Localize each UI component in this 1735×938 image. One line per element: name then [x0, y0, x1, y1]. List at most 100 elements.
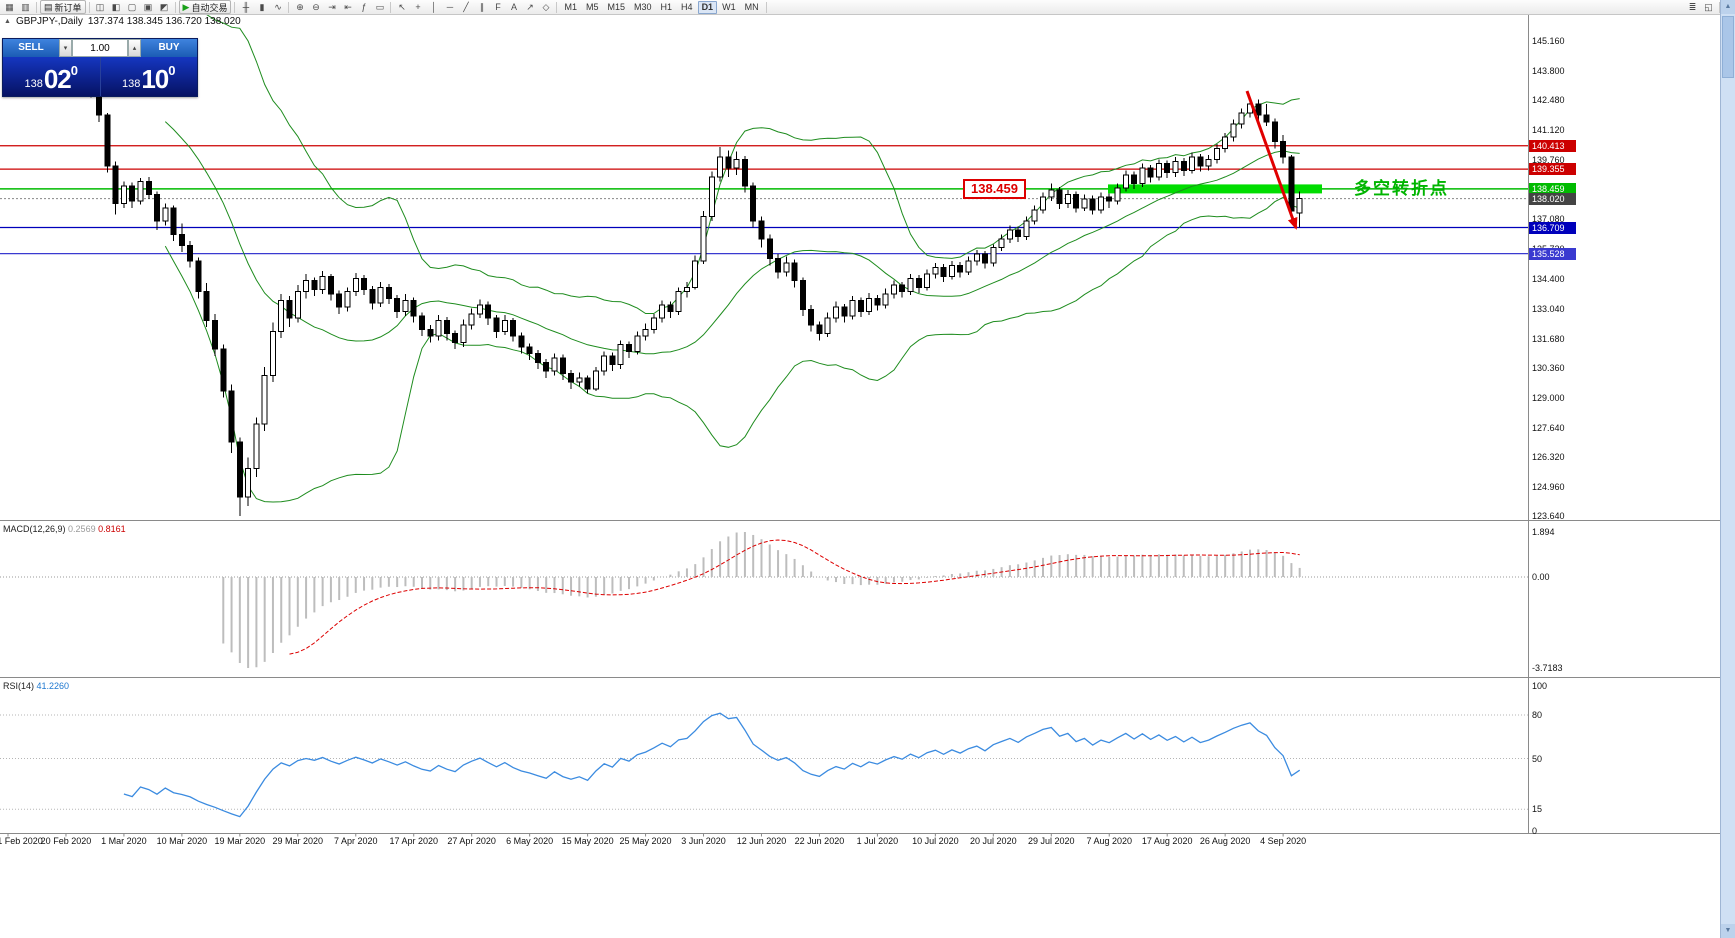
timeframe-m5[interactable]: M5: [585, 1, 599, 12]
buy-button[interactable]: BUY: [141, 39, 197, 57]
toolbar-separator: [88, 1, 90, 13]
chart-ohlc: 137.374 138.345 136.720 138.020: [87, 16, 241, 27]
crosshair-icon[interactable]: +: [415, 2, 421, 12]
auto-scroll-icon[interactable]: ⇥: [328, 2, 336, 12]
axis-date-label: 15 May 2020: [561, 836, 614, 846]
rsi-scale-label: 80: [1532, 710, 1543, 720]
turning-point-note[interactable]: 多空转折点: [1354, 179, 1449, 198]
bar-chart-icon[interactable]: ╫: [242, 2, 250, 12]
axis-price-label: 126.320: [1532, 451, 1565, 462]
axis-date-label: 26 Aug 2020: [1199, 836, 1251, 846]
sell-price-big: 02: [43, 64, 72, 94]
rsi-title: RSI(14) 41.2260: [3, 681, 69, 691]
rsi-indicator: [0, 712, 1528, 818]
sell-button[interactable]: SELL: [3, 39, 59, 57]
toolbar-separator: [556, 1, 558, 13]
templates-icon[interactable]: ▭: [375, 2, 385, 12]
bollinger-bands: [164, 14, 1300, 503]
axis-date-label: 1 Feb 2020: [0, 836, 43, 846]
axis-price-label: 134.400: [1532, 273, 1565, 284]
sell-price-sup: 0: [70, 63, 78, 78]
rsi-name: RSI(14): [3, 681, 35, 691]
zoom-in-icon[interactable]: ⊕: [296, 2, 304, 12]
autotrade-button-label: 自动交易: [191, 2, 228, 13]
support-band[interactable]: [1108, 184, 1322, 194]
down-trend-arrow[interactable]: [1245, 90, 1298, 230]
toolbar-separator: [765, 1, 767, 13]
vertical-line-icon[interactable]: │: [431, 2, 437, 12]
terminal-icon[interactable]: ▣: [143, 2, 153, 12]
axis-date-label: 17 Aug 2020: [1141, 836, 1193, 846]
scroll-down-button[interactable]: ▼: [1721, 924, 1735, 938]
price-tag: 138.020: [1529, 192, 1576, 205]
horizontal-line-icon[interactable]: ─: [446, 2, 454, 12]
volume-input[interactable]: [72, 39, 128, 57]
strategy-tester-icon[interactable]: ◩: [159, 2, 169, 12]
axis-date-label: 10 Mar 2020: [156, 836, 208, 846]
line-chart-icon[interactable]: ∿: [274, 2, 282, 12]
autotrade-button[interactable]: ▶ 自动交易: [178, 0, 232, 14]
buy-price-prefix: 138: [121, 78, 141, 90]
toolbar-separator: [234, 1, 236, 13]
macd-scale-label: -3.7183: [1532, 663, 1563, 673]
vertical-scrollbar[interactable]: ▲ ▼: [1720, 0, 1735, 938]
axis-price-label: 131.680: [1532, 333, 1565, 344]
axis-price-label: 145.160: [1532, 36, 1565, 46]
rsi-value: 41.2260: [36, 681, 70, 691]
volume-increase-button[interactable]: ▴: [128, 39, 141, 57]
data-window-icon[interactable]: ◧: [111, 2, 121, 12]
timeframe-h4[interactable]: H4: [681, 1, 693, 12]
volume-decrease-button[interactable]: ▾: [59, 39, 72, 57]
chart-shift-icon[interactable]: ⇤: [344, 2, 352, 12]
scroll-up-button[interactable]: ▲: [1721, 0, 1735, 14]
text-label-icon[interactable]: A: [510, 2, 517, 12]
timeframe-d1[interactable]: D1: [697, 0, 718, 14]
timeframe-w1[interactable]: W1: [722, 1, 736, 12]
timeframe-m30[interactable]: M30: [634, 1, 652, 12]
rsi-scale-label: 0: [1532, 826, 1538, 836]
cursor-icon[interactable]: ↖: [398, 2, 406, 12]
zoom-out-icon[interactable]: ⊖: [312, 2, 320, 12]
new-order-button[interactable]: ▤ 新订单: [40, 0, 86, 14]
sell-price[interactable]: 138 02 0: [3, 57, 100, 96]
chevron-down-icon: ▾: [63, 45, 68, 52]
shapes-icon[interactable]: ◇: [542, 2, 550, 12]
timeframe-m15[interactable]: M15: [607, 1, 626, 12]
chart-profiles-icon[interactable]: ▥: [21, 2, 30, 12]
symbol-marker-icon: ▲: [4, 18, 11, 25]
indicators-icon[interactable]: ƒ: [361, 2, 367, 12]
timeframe-h1[interactable]: H1: [660, 1, 673, 12]
new-order-icon: ▤: [44, 1, 53, 12]
buy-price[interactable]: 138 10 0: [99, 57, 198, 96]
timeframe-m1[interactable]: M1: [564, 1, 577, 12]
fibonacci-icon[interactable]: F: [495, 2, 501, 12]
axis-date-label: 10 Jul 2020: [912, 836, 959, 846]
price-annotation-box[interactable]: 138.459: [963, 179, 1026, 199]
window-arrange-icon[interactable]: ◱: [1704, 2, 1713, 12]
market-watch-icon[interactable]: ◫: [95, 2, 105, 12]
navigator-icon[interactable]: ▢: [127, 2, 137, 12]
toolbar: ▦ ▥ ▤ 新订单 ◫ ◧ ▢ ▣ ◩ ▶ 自动交易 ╫ ▮ ∿ ⊕ ⊖ ⇥ ⇤ ƒ ▭ ↖ + │ ─ ╱ ∥ F A ↗ ◇ M1 M5 M…: [0, 0, 1724, 15]
macd-scale-label: 1.894: [1532, 527, 1555, 537]
candlestick-icon[interactable]: ▮: [259, 2, 265, 12]
trendline-icon[interactable]: ╱: [463, 2, 469, 12]
buy-price-big: 10: [141, 64, 169, 94]
scrollbar-thumb[interactable]: [1722, 16, 1734, 78]
axis-price-label: 141.120: [1532, 125, 1565, 136]
new-chart-icon[interactable]: ▦: [5, 2, 14, 12]
macd-title: MACD(12,26,9) 0.2569 0.8161: [3, 524, 126, 534]
timeframe-mn[interactable]: MN: [744, 1, 759, 12]
axis-date-label: 20 Feb 2020: [40, 836, 92, 846]
new-order-button-label: 新订单: [54, 2, 82, 13]
rsi-scale-label: 50: [1532, 753, 1543, 764]
arrows-icon[interactable]: ↗: [526, 2, 534, 12]
channel-icon[interactable]: ∥: [479, 2, 485, 12]
macd-name: MACD(12,26,9): [3, 524, 66, 534]
chart-list-icon[interactable]: ≣: [1688, 2, 1697, 12]
axis-date-label: 1 Jul 2020: [856, 836, 899, 846]
axis-date-label: 3 Jun 2020: [681, 836, 726, 846]
axis-price-label: 127.640: [1532, 422, 1565, 433]
axis-date-label: 17 Apr 2020: [389, 836, 438, 846]
